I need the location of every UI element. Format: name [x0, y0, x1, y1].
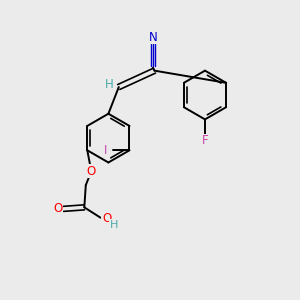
Text: O: O [53, 202, 62, 215]
Text: F: F [202, 134, 209, 147]
Text: O: O [102, 212, 111, 225]
Text: N: N [148, 31, 157, 44]
Text: H: H [105, 78, 114, 91]
Text: O: O [86, 165, 95, 178]
Text: I: I [103, 144, 107, 157]
Text: H: H [110, 220, 118, 230]
